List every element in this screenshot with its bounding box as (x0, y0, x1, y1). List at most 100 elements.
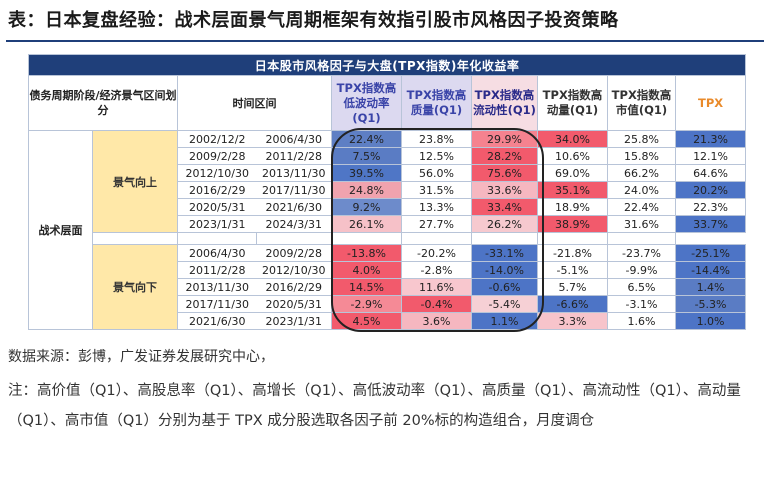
period-start: 2016/2/29 (177, 181, 257, 199)
value-cell: 27.7% (401, 215, 472, 233)
footnote: 注：高价值（Q1）、高股息率（Q1）、高增长（Q1）、高低波动率（Q1）、高质量… (8, 383, 741, 429)
value-cell: 10.6% (537, 147, 608, 165)
table-row: 战术层面 景气向上 2002/12/2 2006/4/30 22.4% 23.8% 29.9… (28, 130, 747, 330)
value-cell: -21.8% (537, 244, 608, 262)
value-cell: 4.0% (331, 261, 402, 279)
value-cell: 22.4% (607, 198, 676, 216)
value-cell: -33.1% (471, 244, 538, 262)
header-momentum: TPX指数高动量(Q1) (537, 75, 608, 131)
value-cell: 69.0% (537, 164, 608, 182)
value-cell: -2.9% (331, 295, 402, 313)
period-end: 2011/2/28 (256, 147, 332, 165)
table-row: 景气向下 2006/4/30 2009/2/28 -13.8% -20.2% -33.1%… (29, 244, 747, 330)
period-start: 2002/12/2 (177, 130, 257, 148)
period-start: 2021/6/30 (177, 312, 257, 330)
value-cell: 29.9% (471, 130, 538, 148)
value-cell: 24.0% (607, 181, 676, 199)
period-start: 2009/2/28 (177, 147, 257, 165)
value-cell: 5.7% (537, 278, 608, 296)
value-cell: 12.5% (401, 147, 472, 165)
value-cell: 64.6% (674, 164, 747, 182)
gap-cell (177, 232, 257, 245)
value-cell: -20.2% (401, 244, 472, 262)
period-start: 2012/10/30 (177, 164, 257, 182)
value-cell: 23.8% (401, 130, 472, 148)
title-divider (6, 40, 764, 42)
period-start: 2017/11/30 (177, 295, 257, 313)
period-end: 2017/11/30 (256, 181, 332, 199)
value-cell: -6.6% (537, 295, 608, 313)
value-cell: -5.4% (471, 295, 538, 313)
value-cell: 18.9% (537, 198, 608, 216)
value-cell: 21.3% (674, 130, 747, 148)
value-cell: 33.6% (471, 181, 538, 199)
value-cell: 22.3% (674, 198, 747, 216)
value-cell: -2.8% (401, 261, 472, 279)
source-note: 数据来源：彭博，广发证券发展研究中心， (8, 349, 274, 365)
value-cell: 13.3% (401, 198, 472, 216)
value-cell: 14.5% (331, 278, 402, 296)
value-cell: 31.5% (401, 181, 472, 199)
value-cell: 22.4% (331, 130, 402, 148)
period-end: 2024/3/31 (256, 215, 332, 233)
value-cell: 34.0% (537, 130, 608, 148)
period-end: 2016/2/29 (256, 278, 332, 296)
value-cell: 28.2% (471, 147, 538, 165)
value-cell: 15.8% (607, 147, 676, 165)
gap-cell (401, 232, 472, 245)
value-cell: 66.2% (607, 164, 676, 182)
group-label: 景气向上 (92, 130, 178, 233)
value-cell: 25.8% (607, 130, 676, 148)
header-tpx: TPX (674, 75, 747, 131)
value-cell: 4.5% (331, 312, 402, 330)
value-cell: 3.6% (401, 312, 472, 330)
value-cell: 33.4% (471, 198, 538, 216)
table-banner: 日本股市风格因子与大盘(TPX指数)年化收益率 (27, 54, 747, 76)
period-end: 2009/2/28 (256, 244, 332, 262)
value-cell: -14.4% (674, 261, 747, 279)
value-cell: 35.1% (537, 181, 608, 199)
value-cell: 1.6% (607, 312, 676, 330)
header-quality: TPX指数高质量(Q1) (401, 75, 472, 131)
value-cell: 24.8% (331, 181, 402, 199)
header-phase: 债务周期阶段/经济景气区间划分 (28, 75, 178, 131)
header-period: 时间区间 (177, 75, 332, 131)
value-cell: 11.6% (401, 278, 472, 296)
value-cell: -3.1% (607, 295, 676, 313)
period-end: 2023/1/31 (256, 312, 332, 330)
value-cell: -13.8% (331, 244, 402, 262)
period-end: 2006/4/30 (256, 130, 332, 148)
value-cell: -0.4% (401, 295, 472, 313)
value-cell: 12.1% (674, 147, 747, 165)
period-start: 2013/11/30 (177, 278, 257, 296)
value-cell: 39.5% (331, 164, 402, 182)
value-cell: -23.7% (607, 244, 676, 262)
table-row: 2009/2/28 2011/2/28 7.5% 12.5% 28.2% 10.6% 15.… (29, 147, 747, 165)
value-cell: 1.0% (674, 312, 747, 330)
value-cell: 6.5% (607, 278, 676, 296)
period-start: 2011/2/28 (177, 261, 257, 279)
value-cell: -0.6% (471, 278, 538, 296)
level-label: 战术层面 (28, 130, 93, 330)
value-cell: -14.0% (471, 261, 538, 279)
value-cell: 31.6% (607, 215, 676, 233)
value-cell: 1.1% (471, 312, 538, 330)
gap-cell (92, 232, 178, 245)
gap-cell (331, 232, 402, 245)
page-title: 表：日本复盘经验：战术层面景气周期框架有效指引股市风格因子投资策略 (8, 10, 619, 31)
value-cell: 9.2% (331, 198, 402, 216)
gap-cell (607, 232, 676, 245)
value-cell: 56.0% (401, 164, 472, 182)
period-start: 2023/1/31 (177, 215, 257, 233)
value-cell: 33.7% (674, 215, 747, 233)
factor-return-table: 日本股市风格因子与大盘(TPX指数)年化收益率 债务周期阶段/经济景气区间划分 … (27, 54, 747, 330)
period-end: 2013/11/30 (256, 164, 332, 182)
value-cell: 20.2% (674, 181, 747, 199)
value-cell: -5.3% (674, 295, 747, 313)
period-end: 2012/10/30 (256, 261, 332, 279)
gap-cell (537, 232, 608, 245)
table-row: 2021/6/30 2023/1/31 4.5% 3.6% 1.1% 3.3% 1.6% 1.… (29, 312, 747, 330)
table-row: 2011/2/28 2012/10/30 4.0% -2.8% -14.0% -5.1% -… (29, 261, 747, 279)
header-low-volatility: TPX指数高低波动率(Q1) (331, 75, 402, 131)
value-cell: 3.3% (537, 312, 608, 330)
